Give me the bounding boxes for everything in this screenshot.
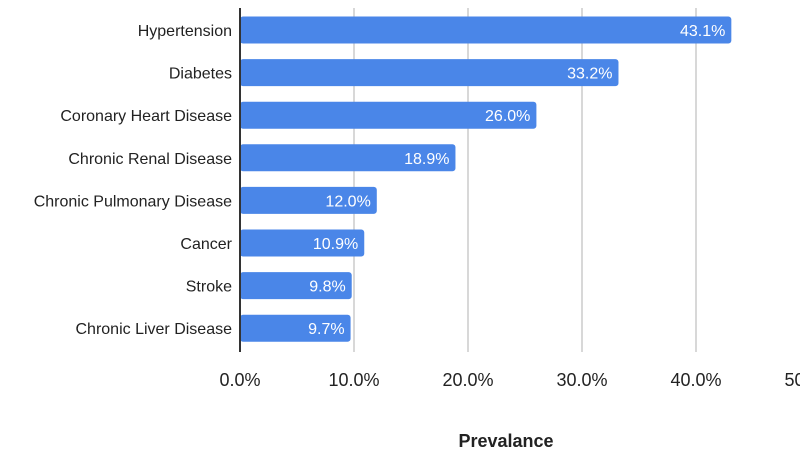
x-tick-label: 20.0% bbox=[442, 370, 493, 390]
x-tick-label: 10.0% bbox=[328, 370, 379, 390]
data-label: 18.9% bbox=[404, 151, 449, 168]
category-label: Cancer bbox=[180, 236, 232, 253]
bar bbox=[240, 314, 351, 342]
x-tick-label: 50.0% bbox=[784, 370, 800, 390]
bars: 43.1% 33.2% 26.0% 18.9% 12.0% 10.9% 9.8% 9.7% bbox=[240, 16, 732, 342]
category-labels: Hypertension Diabetes Coronary Heart Disea… bbox=[34, 23, 233, 338]
category-label: Coronary Heart Disease bbox=[60, 108, 232, 125]
category-label: Chronic Renal Disease bbox=[68, 151, 232, 168]
bar bbox=[240, 229, 365, 257]
data-label: 10.9% bbox=[313, 236, 358, 253]
bar bbox=[240, 186, 377, 214]
x-tick-label: 40.0% bbox=[670, 370, 721, 390]
bar bbox=[240, 101, 537, 129]
bar bbox=[240, 59, 619, 87]
bar bbox=[240, 144, 456, 172]
category-label: Stroke bbox=[186, 279, 232, 296]
category-label: Hypertension bbox=[138, 23, 232, 40]
data-label: 26.0% bbox=[485, 108, 530, 125]
category-label: Chronic Pulmonary Disease bbox=[34, 193, 232, 210]
x-tick-label: 30.0% bbox=[556, 370, 607, 390]
category-label: Diabetes bbox=[169, 66, 232, 83]
bar bbox=[240, 16, 732, 44]
x-tick-label: 0.0% bbox=[219, 370, 260, 390]
data-label: 12.0% bbox=[325, 193, 370, 210]
data-label: 9.7% bbox=[308, 321, 344, 338]
x-axis-title: Prevalance bbox=[458, 431, 553, 450]
data-label: 43.1% bbox=[680, 23, 725, 40]
bar bbox=[240, 272, 352, 300]
x-tick-labels: 0.0% 10.0% 20.0% 30.0% 40.0% 50.0% bbox=[219, 370, 800, 390]
data-label: 33.2% bbox=[567, 66, 612, 83]
data-label: 9.8% bbox=[309, 279, 345, 296]
category-label: Chronic Liver Disease bbox=[75, 321, 232, 338]
